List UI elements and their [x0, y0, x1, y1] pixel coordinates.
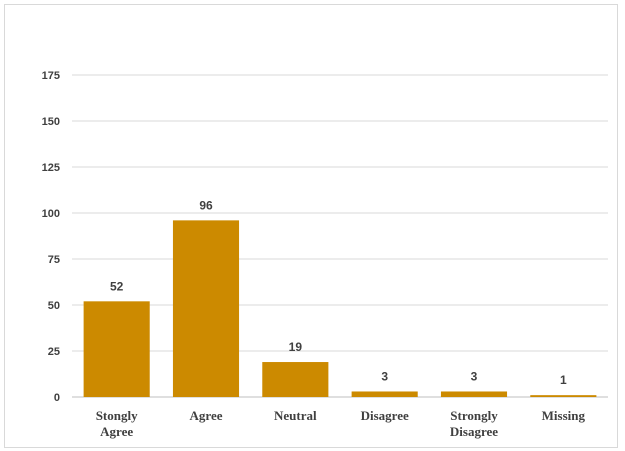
y-tick-label: 75	[48, 254, 60, 266]
y-axis-tick-labels: 0 25 50 75 100 125 150 175	[42, 70, 60, 404]
data-label: 1	[560, 373, 567, 387]
category-label: Missing	[542, 408, 586, 423]
category-label: Agree	[190, 408, 223, 423]
y-tick-label: 50	[48, 300, 60, 312]
category-label: Disagree	[361, 408, 409, 423]
y-tick-label: 100	[42, 208, 60, 220]
y-tick-label: 150	[42, 116, 60, 128]
bars	[83, 220, 597, 397]
y-tick-label: 0	[54, 392, 60, 404]
data-label: 3	[471, 369, 478, 383]
data-labels: 52 96 19 3 3 1	[110, 198, 567, 387]
category-label: Strongly Disagree	[450, 408, 498, 439]
bar	[83, 301, 150, 397]
data-label: 52	[110, 279, 124, 293]
y-tick-label: 175	[42, 70, 60, 82]
bar	[530, 395, 597, 397]
category-label: Neutral	[274, 408, 317, 423]
y-tick-label: 125	[42, 162, 60, 174]
category-label: Stongly Agree	[96, 408, 138, 439]
gridlines	[72, 74, 608, 398]
data-label: 3	[381, 369, 388, 383]
data-label: 19	[289, 340, 303, 354]
y-tick-label: 25	[48, 346, 60, 358]
bar	[351, 391, 418, 397]
bar	[172, 220, 240, 397]
data-label: 96	[199, 198, 213, 212]
x-axis-category-labels: Stongly Agree Agree Neutral Disagree Strongly…	[96, 408, 586, 439]
bar	[262, 362, 329, 397]
bar	[440, 391, 508, 397]
